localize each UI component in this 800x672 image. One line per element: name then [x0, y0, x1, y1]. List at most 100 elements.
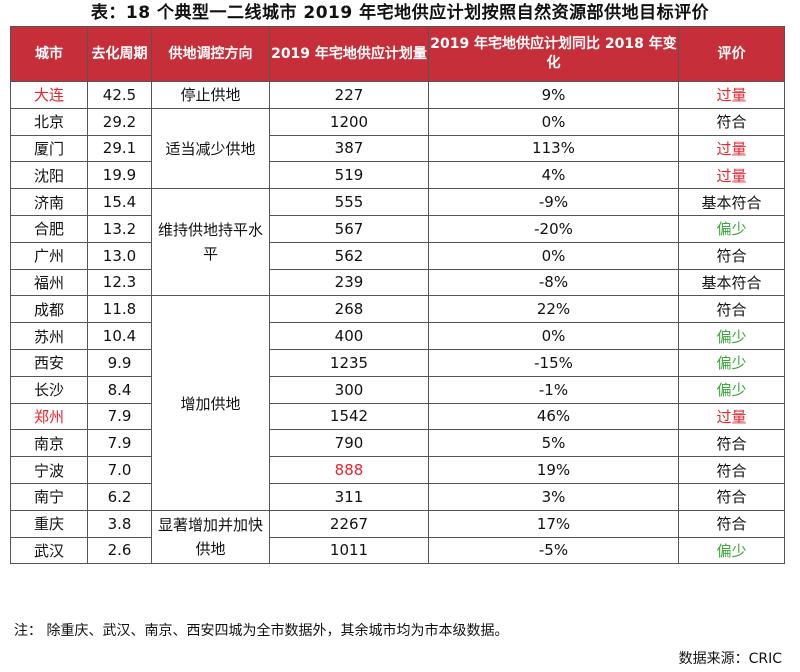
- header-direction: 供地调控方向: [151, 26, 270, 82]
- table-title: 表：18 个典型一二线城市 2019 年宅地供应计划按照自然资源部供地目标评价: [90, 3, 710, 23]
- change-cell: 0%: [428, 107, 679, 136]
- rating-cell: 偏少: [678, 536, 785, 565]
- table-row: 郑州 7.9 1542 46% 过量: [10, 402, 785, 431]
- data-source: 数据来源：CRIC: [678, 651, 782, 667]
- city-cell: 长沙: [10, 375, 88, 404]
- plan-cell: 562: [269, 241, 429, 270]
- period-cell: 3.8: [87, 509, 152, 538]
- period-cell: 15.4: [87, 188, 152, 216]
- rating-cell: 过量: [678, 402, 785, 431]
- plan-cell: 268: [269, 295, 429, 324]
- period-cell: 13.2: [87, 214, 152, 243]
- plan-cell: 1200: [269, 107, 429, 136]
- change-cell: 22%: [428, 295, 679, 324]
- period-cell: 2.6: [87, 536, 152, 565]
- plan-cell: 567: [269, 214, 429, 243]
- change-cell: -9%: [428, 188, 679, 216]
- table-row: 宁波 7.0 888 19% 符合: [10, 456, 785, 484]
- table-row: 南京 7.9 790 5% 符合: [10, 429, 785, 458]
- rating-cell: 基本符合: [678, 188, 785, 216]
- direction-cell: 显著增加并加快供地: [151, 509, 270, 565]
- table-row: 南宁 6.2 311 3% 符合: [10, 482, 785, 511]
- rating-cell: 基本符合: [678, 268, 785, 297]
- rating-cell: 符合: [678, 295, 785, 324]
- period-cell: 9.9: [87, 348, 152, 377]
- change-cell: 4%: [428, 161, 679, 190]
- period-cell: 12.3: [87, 268, 152, 297]
- rating-cell: 偏少: [678, 322, 785, 350]
- supply-plan-table: 城市 去化周期 供地调控方向 2019 年宅地供应计划量 2019 年宅地供应计…: [10, 26, 785, 565]
- city-cell: 郑州: [10, 402, 88, 431]
- header-plan: 2019 年宅地供应计划量: [269, 26, 429, 82]
- rating-cell: 符合: [678, 429, 785, 458]
- plan-cell: 387: [269, 134, 429, 163]
- period-cell: 6.2: [87, 482, 152, 511]
- header-rating: 评价: [678, 26, 785, 82]
- change-cell: 0%: [428, 241, 679, 270]
- city-cell: 厦门: [10, 134, 88, 163]
- header-period: 去化周期: [87, 26, 152, 82]
- table-row: 重庆 3.8 显著增加并加快供地 2267 17% 符合: [10, 509, 785, 565]
- period-cell: 29.2: [87, 107, 152, 136]
- city-cell: 宁波: [10, 456, 88, 484]
- table-row: 合肥 13.2 567 -20% 偏少: [10, 214, 785, 243]
- change-cell: -15%: [428, 348, 679, 377]
- change-cell: 0%: [428, 322, 679, 350]
- city-cell: 沈阳: [10, 161, 88, 190]
- city-cell: 武汉: [10, 536, 88, 565]
- rating-cell: 符合: [678, 509, 785, 538]
- table-row: 武汉 2.6 1011 -5% 偏少: [10, 536, 785, 565]
- table-row: 大连 42.5 停止供地 227 9% 过量: [10, 81, 785, 109]
- period-cell: 7.9: [87, 429, 152, 458]
- city-cell: 成都: [10, 295, 88, 324]
- table-row: 西安 9.9 1235 -15% 偏少: [10, 348, 785, 377]
- plan-cell: 888: [269, 456, 429, 484]
- direction-cell: 增加供地: [151, 295, 270, 511]
- change-cell: 3%: [428, 482, 679, 511]
- table-row: 济南 15.4 维持供地持平水平 555 -9% 基本符合: [10, 188, 785, 297]
- rating-cell: 偏少: [678, 348, 785, 377]
- rating-cell: 过量: [678, 161, 785, 190]
- change-cell: -5%: [428, 536, 679, 565]
- period-cell: 7.9: [87, 402, 152, 431]
- rating-cell: 偏少: [678, 214, 785, 243]
- period-cell: 13.0: [87, 241, 152, 270]
- plan-cell: 1011: [269, 536, 429, 565]
- city-cell: 西安: [10, 348, 88, 377]
- change-cell: 46%: [428, 402, 679, 431]
- city-cell: 南京: [10, 429, 88, 458]
- period-cell: 11.8: [87, 295, 152, 324]
- plan-cell: 519: [269, 161, 429, 190]
- table-row: 厦门 29.1 387 113% 过量: [10, 134, 785, 163]
- table-row: 长沙 8.4 300 -1% 偏少: [10, 375, 785, 404]
- city-cell: 苏州: [10, 322, 88, 350]
- header-change: 2019 年宅地供应计划同比 2018 年变化: [428, 26, 679, 82]
- footnote: 注： 除重庆、武汉、南京、西安四城为全市数据外，其余城市均为市本级数据。: [14, 623, 509, 639]
- direction-cell: 停止供地: [151, 81, 270, 109]
- plan-cell: 790: [269, 429, 429, 458]
- plan-cell: 1542: [269, 402, 429, 431]
- change-cell: 5%: [428, 429, 679, 458]
- rating-cell: 偏少: [678, 375, 785, 404]
- change-cell: 19%: [428, 456, 679, 484]
- table-row: 沈阳 19.9 519 4% 过量: [10, 161, 785, 190]
- plan-cell: 239: [269, 268, 429, 297]
- plan-cell: 227: [269, 81, 429, 109]
- city-cell: 福州: [10, 268, 88, 297]
- change-cell: -1%: [428, 375, 679, 404]
- city-cell: 广州: [10, 241, 88, 270]
- period-cell: 29.1: [87, 134, 152, 163]
- plan-cell: 300: [269, 375, 429, 404]
- plan-cell: 311: [269, 482, 429, 511]
- city-cell: 大连: [10, 81, 88, 109]
- rating-cell: 符合: [678, 241, 785, 270]
- change-cell: 9%: [428, 81, 679, 109]
- plan-cell: 1235: [269, 348, 429, 377]
- rating-cell: 符合: [678, 482, 785, 511]
- period-cell: 19.9: [87, 161, 152, 190]
- plan-cell: 400: [269, 322, 429, 350]
- city-cell: 济南: [10, 188, 88, 216]
- rating-cell: 符合: [678, 107, 785, 136]
- rating-cell: 符合: [678, 456, 785, 484]
- change-cell: 17%: [428, 509, 679, 538]
